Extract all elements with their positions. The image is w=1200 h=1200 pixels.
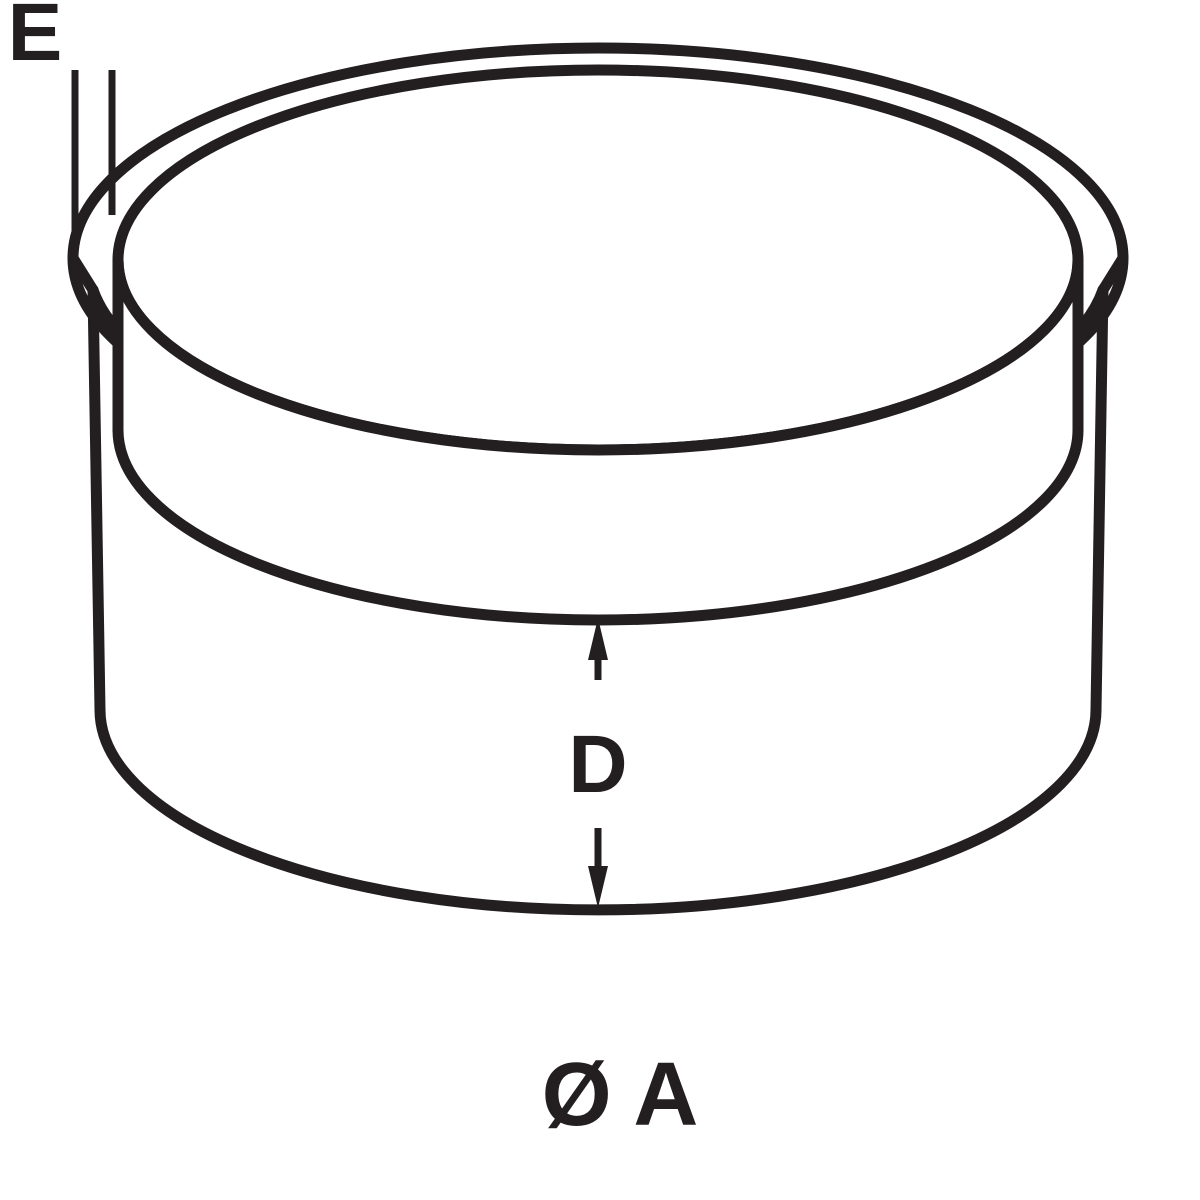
dimension-d-label: D — [568, 719, 627, 810]
technical-diagram: D E Ø A — [0, 0, 1200, 1200]
cylinder-left-side — [93, 290, 100, 710]
dimension-d-arrow-down — [588, 828, 608, 908]
dimension-d-arrow-up — [588, 618, 608, 680]
cylinder-right-side — [1096, 290, 1103, 710]
dimension-e-label: E — [8, 0, 63, 78]
dimension-a-label: Ø A — [542, 1045, 699, 1145]
